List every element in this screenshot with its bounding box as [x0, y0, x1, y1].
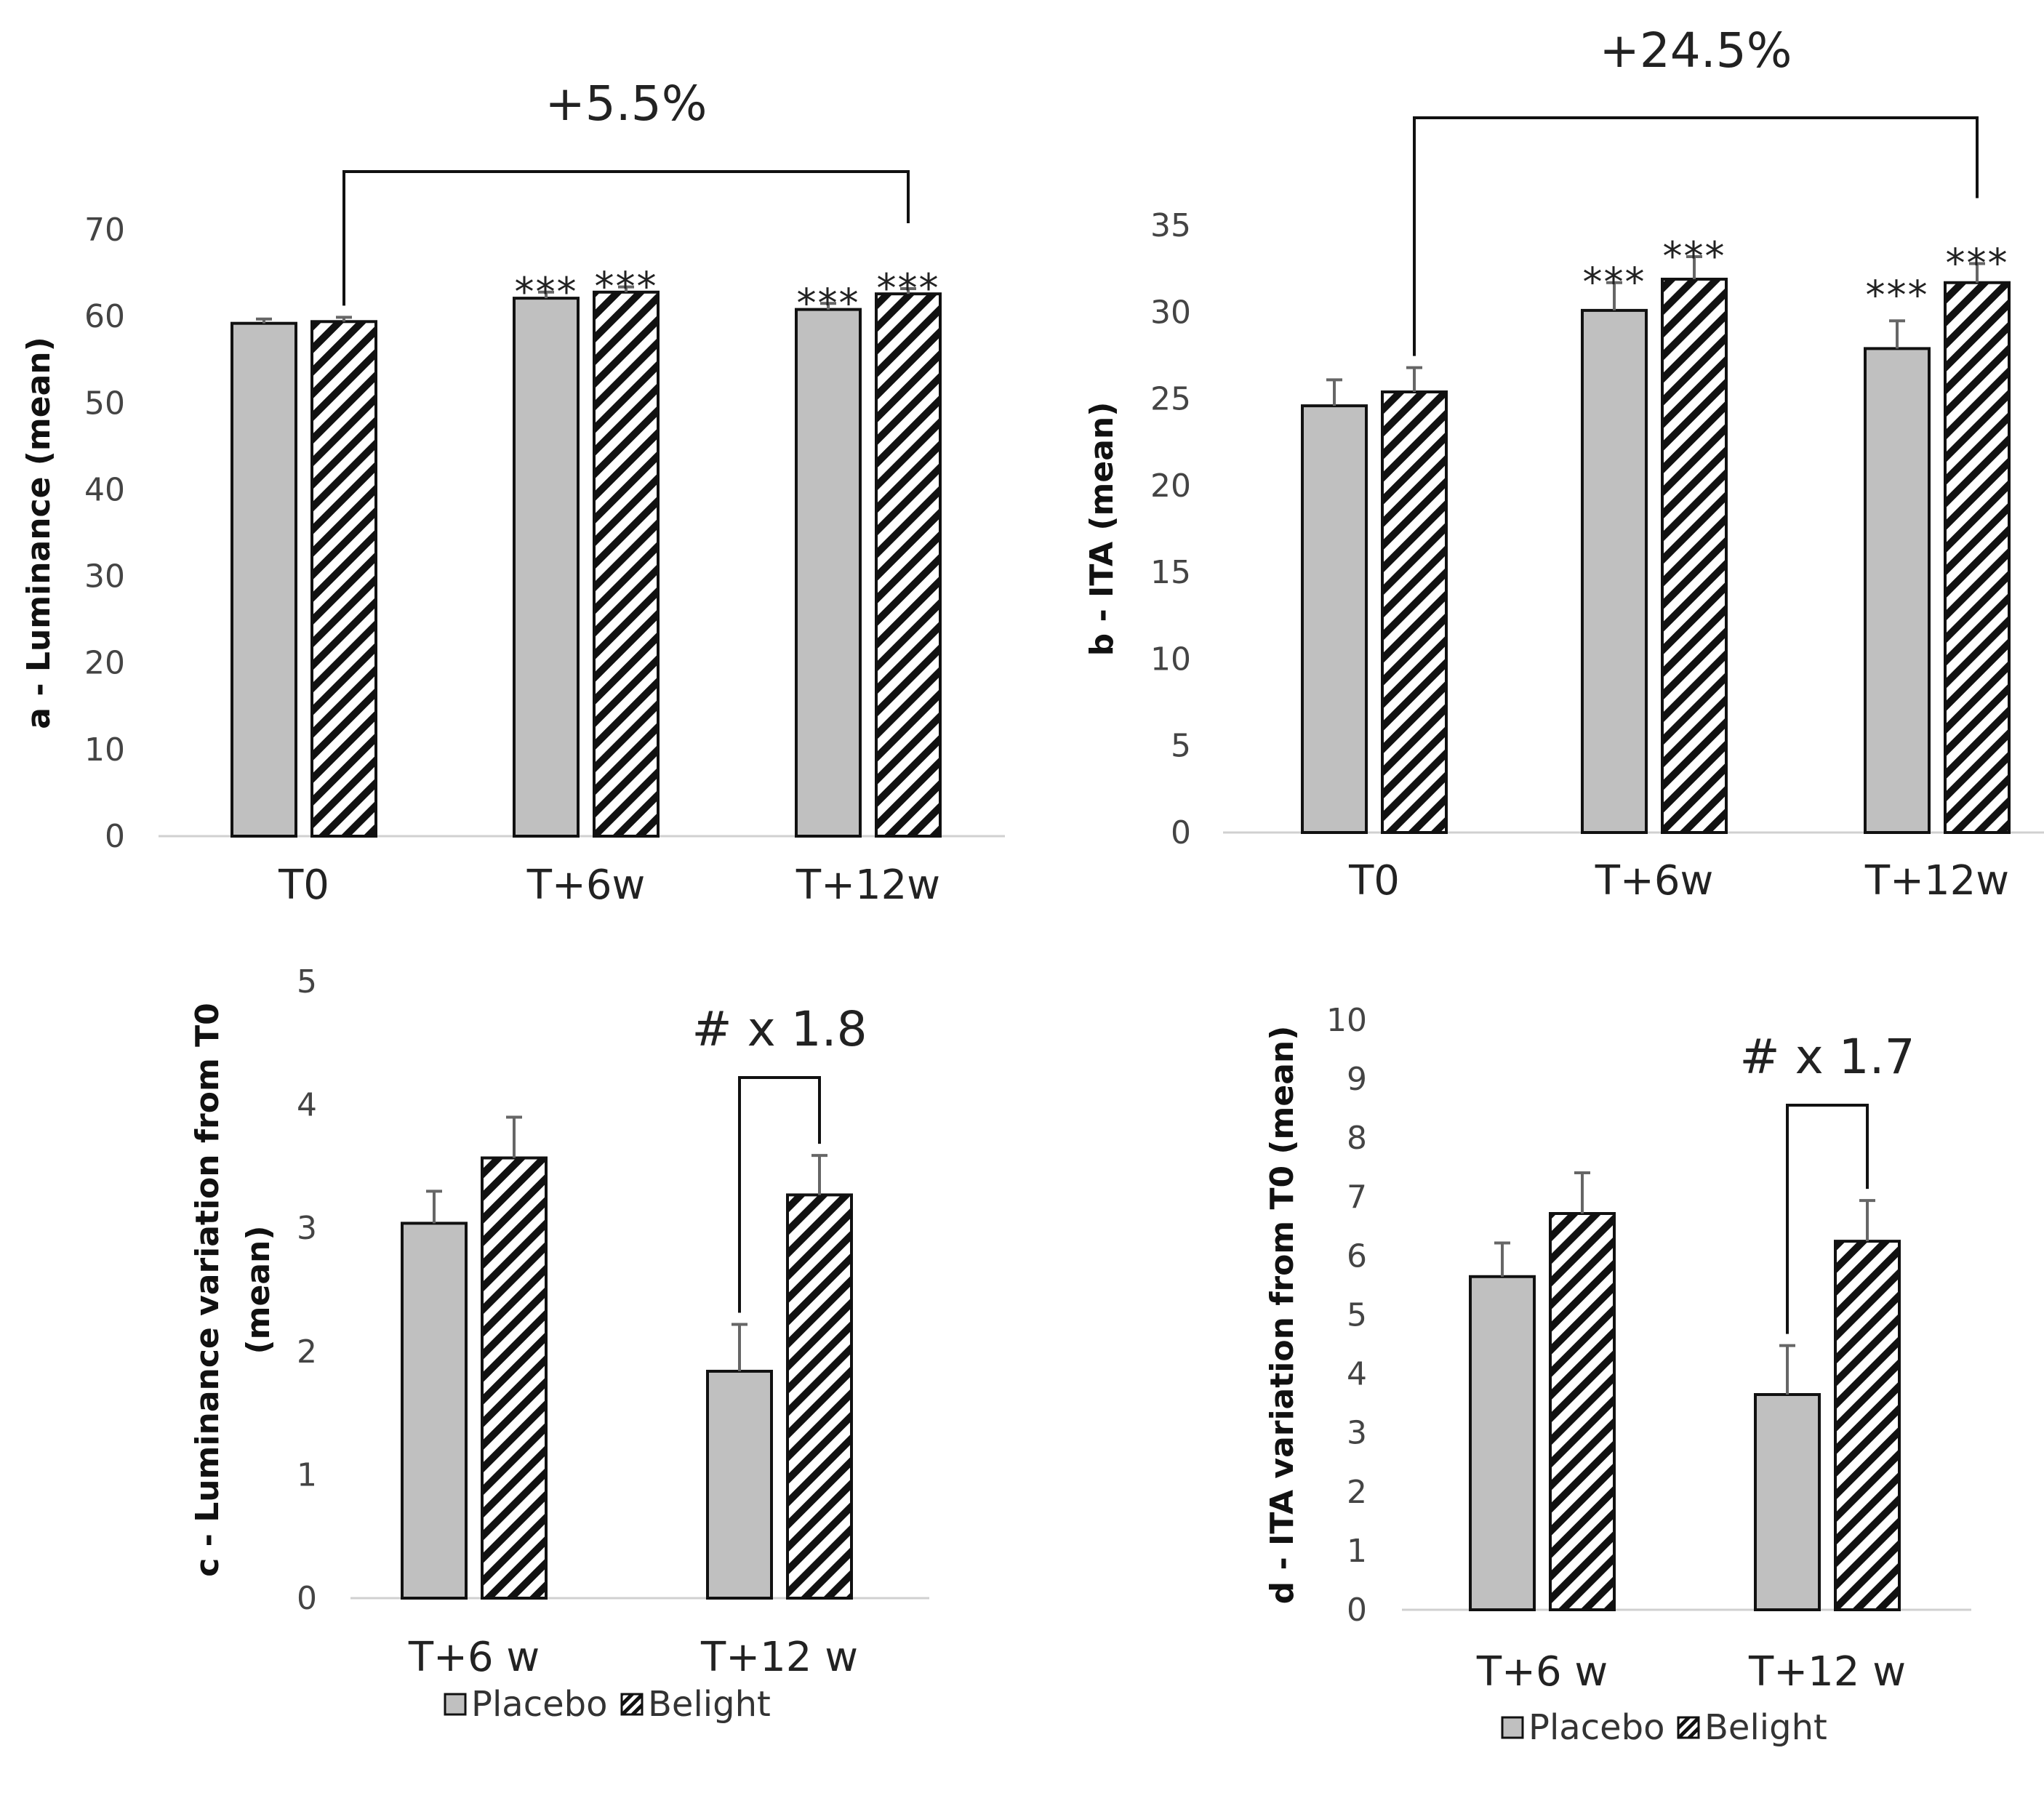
y-tick-label: 5 [1171, 728, 1191, 765]
bar-placebo [1469, 1275, 1536, 1612]
y-tick-label: 8 [1347, 1120, 1367, 1157]
x-category-label: T+12 w [700, 1634, 858, 1681]
y-tick-label: 60 [84, 298, 125, 335]
y-tick-label: 0 [1347, 1592, 1367, 1629]
x-category-label: T+6w [526, 862, 646, 909]
legend-label-belight: Belight [1704, 1707, 1827, 1748]
bar-belight [481, 1156, 548, 1600]
y-tick-label: 6 [1347, 1238, 1367, 1275]
bar-placebo [1301, 404, 1368, 834]
y-tick-label: 10 [1150, 641, 1191, 678]
legend-swatch-placebo [444, 1693, 467, 1716]
bar-belight [593, 290, 660, 838]
x-category-label: T+6 w [408, 1634, 540, 1681]
legend-swatch-placebo [1501, 1716, 1524, 1739]
y-tick-label: 40 [84, 471, 125, 508]
legend-label-placebo: Placebo [471, 1684, 607, 1725]
y-tick-label: 3 [297, 1210, 317, 1247]
y-axis-label: d - ITA variation from T0 (mean) [1264, 1026, 1301, 1605]
bar-placebo [231, 321, 297, 838]
chart-panel-c: 0 1 2 3 4 5 c - Luminance variation from T0 (me… [189, 963, 929, 1725]
legend-label-placebo: Placebo [1528, 1707, 1664, 1748]
comparison-label: # x 1.8 [692, 1001, 867, 1057]
bar-placebo [706, 1369, 773, 1600]
y-tick-label: 0 [105, 818, 125, 855]
significance-marker: *** [1866, 272, 1929, 318]
bar-belight [310, 320, 377, 838]
y-tick-label: 10 [1326, 1002, 1367, 1039]
bar-belight [1381, 390, 1448, 834]
significance-marker: *** [1583, 260, 1646, 305]
chart-panel-b: 0 5 10 15 20 25 30 35 b - ITA (mean) T0 T+6w T+12w *… [1083, 23, 2044, 904]
comparison-label: # x 1.7 [1739, 1029, 1915, 1085]
comparison-bracket [1786, 1104, 1869, 1334]
y-tick-label: 35 [1150, 207, 1191, 244]
x-category-label: T+12 w [1748, 1648, 1906, 1696]
bar-placebo [401, 1222, 468, 1600]
y-tick-label: 0 [1171, 814, 1191, 851]
bar-placebo [1864, 347, 1931, 834]
comparison-label: +24.5% [1600, 23, 1792, 79]
y-tick-label: 10 [84, 731, 125, 769]
significance-marker: *** [1946, 240, 2009, 286]
y-axis-label: b - ITA (mean) [1083, 402, 1121, 657]
bar-placebo [513, 297, 580, 838]
bar-belight [1549, 1212, 1616, 1612]
y-axis-label: a - Luminance (mean) [20, 337, 57, 729]
y-tick-label: 0 [297, 1580, 317, 1617]
y-tick-label: 3 [1347, 1415, 1367, 1452]
x-category-label: T+6 w [1476, 1648, 1608, 1696]
y-axis-label-line2: (mean) [240, 1226, 277, 1355]
significance-marker: *** [877, 265, 940, 311]
y-tick-label: 1 [297, 1456, 317, 1493]
y-tick-label: 9 [1347, 1061, 1367, 1098]
legend-label-belight: Belight [648, 1684, 771, 1725]
comparison-bracket [738, 1076, 821, 1313]
y-tick-label: 15 [1150, 554, 1191, 591]
significance-marker: *** [595, 264, 658, 310]
y-tick-label: 50 [84, 385, 125, 422]
x-category-label: T0 [278, 862, 329, 909]
y-tick-label: 2 [1347, 1474, 1367, 1511]
y-tick-label: 30 [84, 558, 125, 595]
y-tick-label: 70 [84, 212, 125, 249]
y-tick-label: 1 [1347, 1533, 1367, 1570]
x-category-label: T+12w [795, 862, 940, 909]
bar-belight [1661, 277, 1728, 834]
x-category-label: T+6w [1595, 857, 1714, 904]
y-tick-label: 4 [1347, 1356, 1367, 1393]
comparison-bracket [342, 170, 910, 306]
chart-panel-a: 0 10 20 30 40 50 60 70 a - Luminance (mean) T0 T+6… [20, 76, 1005, 909]
y-axis-label: c - Luminance variation from T0 [189, 1003, 226, 1577]
y-tick-label: 2 [297, 1333, 317, 1371]
bar-placebo [1581, 308, 1648, 834]
significance-marker: *** [797, 280, 860, 326]
legend-swatch-belight [1677, 1716, 1700, 1739]
significance-marker: *** [515, 269, 578, 315]
significance-marker: *** [1663, 233, 1726, 279]
bar-placebo [1754, 1392, 1821, 1611]
chart-panel-d: 0 1 2 3 4 5 6 7 8 9 10 d - ITA variation from T0 (m… [1264, 1002, 1971, 1748]
bar-belight [1834, 1240, 1901, 1611]
x-category-label: T0 [1348, 857, 1400, 904]
bar-placebo [795, 308, 862, 838]
y-tick-label: 7 [1347, 1179, 1367, 1216]
y-tick-label: 20 [84, 645, 125, 682]
y-tick-label: 30 [1150, 294, 1191, 331]
comparison-label: +5.5% [545, 76, 708, 132]
x-category-label: T+12w [1864, 857, 2009, 904]
y-tick-label: 25 [1150, 381, 1191, 418]
bar-belight [875, 292, 942, 838]
legend-swatch-belight [620, 1693, 644, 1716]
y-tick-label: 5 [1347, 1297, 1367, 1334]
bar-belight [786, 1193, 853, 1600]
y-tick-label: 20 [1150, 468, 1191, 505]
comparison-bracket [1413, 116, 1979, 356]
y-tick-label: 4 [297, 1087, 317, 1124]
bar-belight [1944, 281, 2011, 834]
y-tick-label: 5 [297, 963, 317, 1000]
